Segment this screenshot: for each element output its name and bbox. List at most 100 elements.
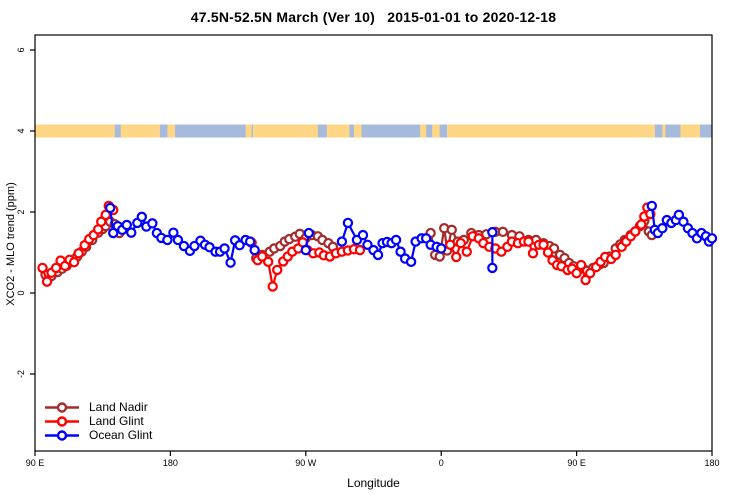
data-point bbox=[584, 267, 596, 279]
data-point bbox=[262, 256, 274, 268]
legend-label: Land Nadir bbox=[89, 400, 148, 414]
data-point bbox=[68, 257, 80, 268]
x-tick-label: 180 bbox=[704, 458, 719, 468]
data-point bbox=[172, 234, 184, 246]
x-tick-label: 90 W bbox=[295, 458, 317, 468]
legend-item-land-nadir: Land Nadir bbox=[44, 401, 152, 414]
surface-band-segment-land bbox=[167, 124, 175, 138]
x-tick-label: 90 E bbox=[567, 458, 586, 468]
surface-band bbox=[35, 124, 712, 138]
surface-band-segment-land bbox=[420, 124, 427, 138]
data-point bbox=[706, 233, 718, 244]
data-point bbox=[372, 249, 384, 261]
y-tick-label: 6 bbox=[16, 47, 26, 52]
data-point bbox=[610, 249, 621, 261]
data-point bbox=[162, 234, 173, 246]
data-point bbox=[244, 236, 256, 247]
surface-band-segment-land bbox=[35, 124, 160, 138]
legend-label: Ocean Glint bbox=[89, 428, 153, 442]
data-point bbox=[542, 247, 554, 258]
data-point bbox=[225, 257, 236, 268]
series-land-glint bbox=[37, 200, 656, 292]
data-point bbox=[50, 262, 62, 274]
legend-item-ocean-glint: Ocean Glint bbox=[44, 429, 152, 442]
data-point bbox=[434, 251, 445, 262]
data-point bbox=[147, 218, 158, 229]
data-point bbox=[126, 227, 137, 238]
data-point bbox=[487, 262, 498, 274]
data-point bbox=[95, 216, 107, 227]
data-point bbox=[446, 224, 457, 236]
legend-label: Land Glint bbox=[89, 414, 144, 428]
data-point bbox=[272, 264, 283, 276]
data-point bbox=[580, 274, 591, 286]
ocean-glint-marker-icon bbox=[45, 430, 79, 441]
data-point bbox=[673, 209, 685, 221]
data-point bbox=[538, 239, 549, 251]
surface-band-segment-land bbox=[245, 124, 252, 138]
data-point bbox=[390, 234, 402, 246]
data-point bbox=[455, 237, 466, 249]
data-point bbox=[267, 281, 278, 292]
data-point bbox=[105, 202, 116, 214]
data-point bbox=[445, 239, 456, 251]
data-point bbox=[354, 244, 366, 256]
x-tick-label: 0 bbox=[439, 458, 444, 468]
surface-band-segment-land bbox=[447, 124, 655, 138]
data-point bbox=[336, 236, 348, 247]
data-point bbox=[405, 256, 417, 268]
data-point bbox=[487, 227, 498, 238]
data-point bbox=[73, 248, 84, 259]
data-point bbox=[121, 219, 132, 231]
data-point bbox=[41, 276, 53, 287]
chart-title: 47.5N-52.5N March (Ver 10) 2015-01-01 to… bbox=[190, 9, 557, 25]
y-tick-label: -2 bbox=[16, 370, 26, 378]
data-point bbox=[527, 248, 539, 259]
x-axis-label: Longitude bbox=[347, 476, 400, 490]
data-point bbox=[249, 244, 260, 256]
y-axis-label: XCO2 - MLO trend (ppm) bbox=[5, 182, 17, 306]
data-point bbox=[636, 219, 647, 230]
x-tick-label: 90 E bbox=[26, 458, 45, 468]
data-point bbox=[342, 217, 354, 229]
surface-band-segment-land bbox=[662, 124, 666, 138]
surface-band-segment-land bbox=[353, 124, 362, 138]
data-point bbox=[523, 236, 534, 247]
series-ocean-glint bbox=[105, 200, 718, 274]
x-tick-label: 180 bbox=[163, 458, 178, 468]
surface-band-segment-ocean bbox=[317, 124, 327, 138]
data-point bbox=[108, 227, 119, 239]
y-tick-label: 2 bbox=[16, 209, 26, 214]
surface-band-segment-ocean bbox=[114, 124, 121, 138]
legend-item-land-glint: Land Glint bbox=[44, 415, 152, 428]
data-point bbox=[100, 209, 111, 221]
y-tick-label: 0 bbox=[16, 290, 26, 295]
data-point bbox=[646, 200, 658, 212]
data-point bbox=[657, 222, 668, 234]
data-point bbox=[436, 243, 447, 254]
surface-band-segment-land bbox=[432, 124, 440, 138]
x-axis: 90 E 180 90 W 0 90 E 180 bbox=[26, 451, 720, 468]
data-point bbox=[630, 226, 641, 237]
data-point bbox=[219, 243, 230, 254]
data-point bbox=[395, 246, 406, 257]
data-point bbox=[571, 267, 582, 279]
data-point bbox=[168, 227, 179, 238]
plot-frame bbox=[34, 34, 713, 452]
data-point bbox=[575, 259, 587, 271]
data-point bbox=[300, 244, 311, 256]
data-point bbox=[497, 226, 509, 238]
land-glint-marker-icon bbox=[45, 416, 79, 427]
surface-band-segment-ocean bbox=[159, 124, 254, 138]
data-point bbox=[303, 227, 315, 239]
data-point bbox=[451, 251, 462, 263]
surface-band-segment-land bbox=[253, 124, 350, 138]
surface-band-segment-land bbox=[680, 124, 700, 138]
legend: Land Nadir Land Glint Ocean Glint bbox=[44, 401, 152, 443]
data-point bbox=[37, 262, 48, 274]
y-axis: 6 4 2 0 -2 bbox=[16, 47, 35, 378]
data-point bbox=[461, 246, 472, 257]
data-point bbox=[357, 229, 369, 241]
data-point bbox=[136, 211, 148, 223]
